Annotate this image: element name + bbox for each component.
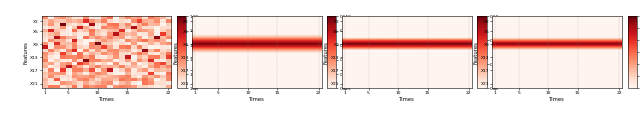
X-axis label: Times: Times (99, 97, 115, 102)
Y-axis label: Features: Features (474, 41, 479, 64)
Y-axis label: Features: Features (23, 41, 28, 64)
Y-axis label: Features: Features (324, 41, 328, 64)
X-axis label: Times: Times (549, 97, 565, 102)
X-axis label: Times: Times (399, 97, 415, 102)
X-axis label: Times: Times (249, 97, 264, 102)
Y-axis label: Features: Features (173, 41, 179, 64)
